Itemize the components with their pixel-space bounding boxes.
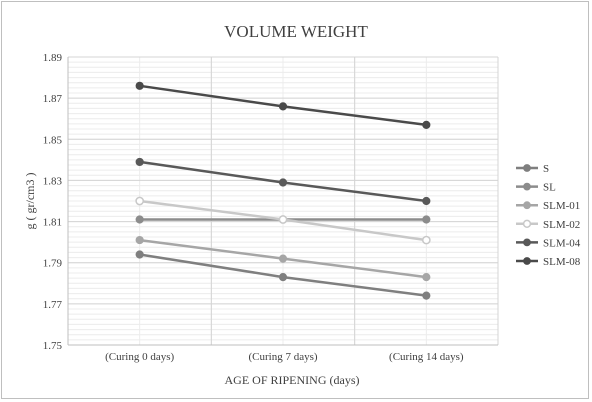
legend-marker-slm-01 (523, 201, 531, 210)
x-tick-label: (Curing 7 days) (248, 351, 317, 363)
legend-label-s: S (543, 163, 549, 175)
x-axis-label: AGE OF RIPENING (days) (225, 373, 360, 387)
legend-label-slm-01: SLM-01 (543, 200, 580, 212)
legend-label-sl: SL (543, 182, 556, 194)
legend-marker-s (523, 164, 531, 172)
minor-gridlines (67, 56, 499, 346)
legend: S SL SLM-01 SLM-02 SLM-04 SLM-08 (516, 163, 581, 268)
legend-label-slm-04: SLM-04 (543, 237, 581, 249)
chart-title: VOLUME WEIGHT (224, 22, 368, 41)
data-point-s (135, 250, 144, 259)
data-point-sl (135, 215, 144, 224)
y-tick-label: 1.83 (43, 175, 63, 187)
y-tick-label: 1.79 (43, 258, 63, 270)
data-point-slm-02 (135, 196, 145, 206)
data-point-slm-04 (135, 157, 144, 167)
y-tick-label: 1.85 (43, 134, 63, 146)
legend-label-slm-08: SLM-08 (543, 256, 581, 268)
data-point-sl (422, 215, 431, 224)
data-point-slm-08 (278, 102, 288, 111)
data-point-slm-02 (278, 215, 288, 224)
y-axis-label: g ( gr/cm3 ) (23, 173, 37, 230)
series-group (135, 81, 431, 300)
data-point-slm-08 (135, 81, 144, 90)
y-tick-label: 1.87 (43, 93, 63, 105)
legend-marker-slm-08 (523, 257, 531, 265)
y-tick-label: 1.77 (43, 299, 63, 311)
legend-label-slm-02: SLM-02 (543, 219, 580, 231)
data-point-slm-04 (278, 178, 288, 187)
data-point-slm-01 (135, 235, 144, 245)
data-point-slm-02 (421, 235, 431, 245)
data-point-s (278, 273, 288, 282)
y-tick-label: 1.75 (43, 340, 63, 352)
data-point-slm-01 (422, 273, 431, 282)
data-point-slm-04 (422, 196, 431, 206)
y-tick-label: 1.89 (43, 52, 63, 64)
data-point-slm-01 (278, 254, 288, 263)
x-tick-labels: (Curing 0 days) (Curing 7 days) (Curing 14… (105, 351, 464, 363)
y-tick-labels: 1.75 1.77 1.79 1.81 1.83 1.85 1.87 1.89 (43, 52, 63, 352)
x-tick-label: (Curing 0 days) (105, 351, 174, 363)
axes (67, 57, 498, 346)
data-point-s (422, 291, 431, 300)
legend-marker-sl (523, 182, 531, 191)
data-point-slm-08 (422, 120, 431, 129)
x-tick-label: (Curing 14 days) (389, 351, 464, 363)
legend-marker-slm-04 (523, 238, 531, 247)
y-tick-label: 1.81 (43, 217, 62, 229)
legend-marker-slm-02 (522, 219, 532, 228)
